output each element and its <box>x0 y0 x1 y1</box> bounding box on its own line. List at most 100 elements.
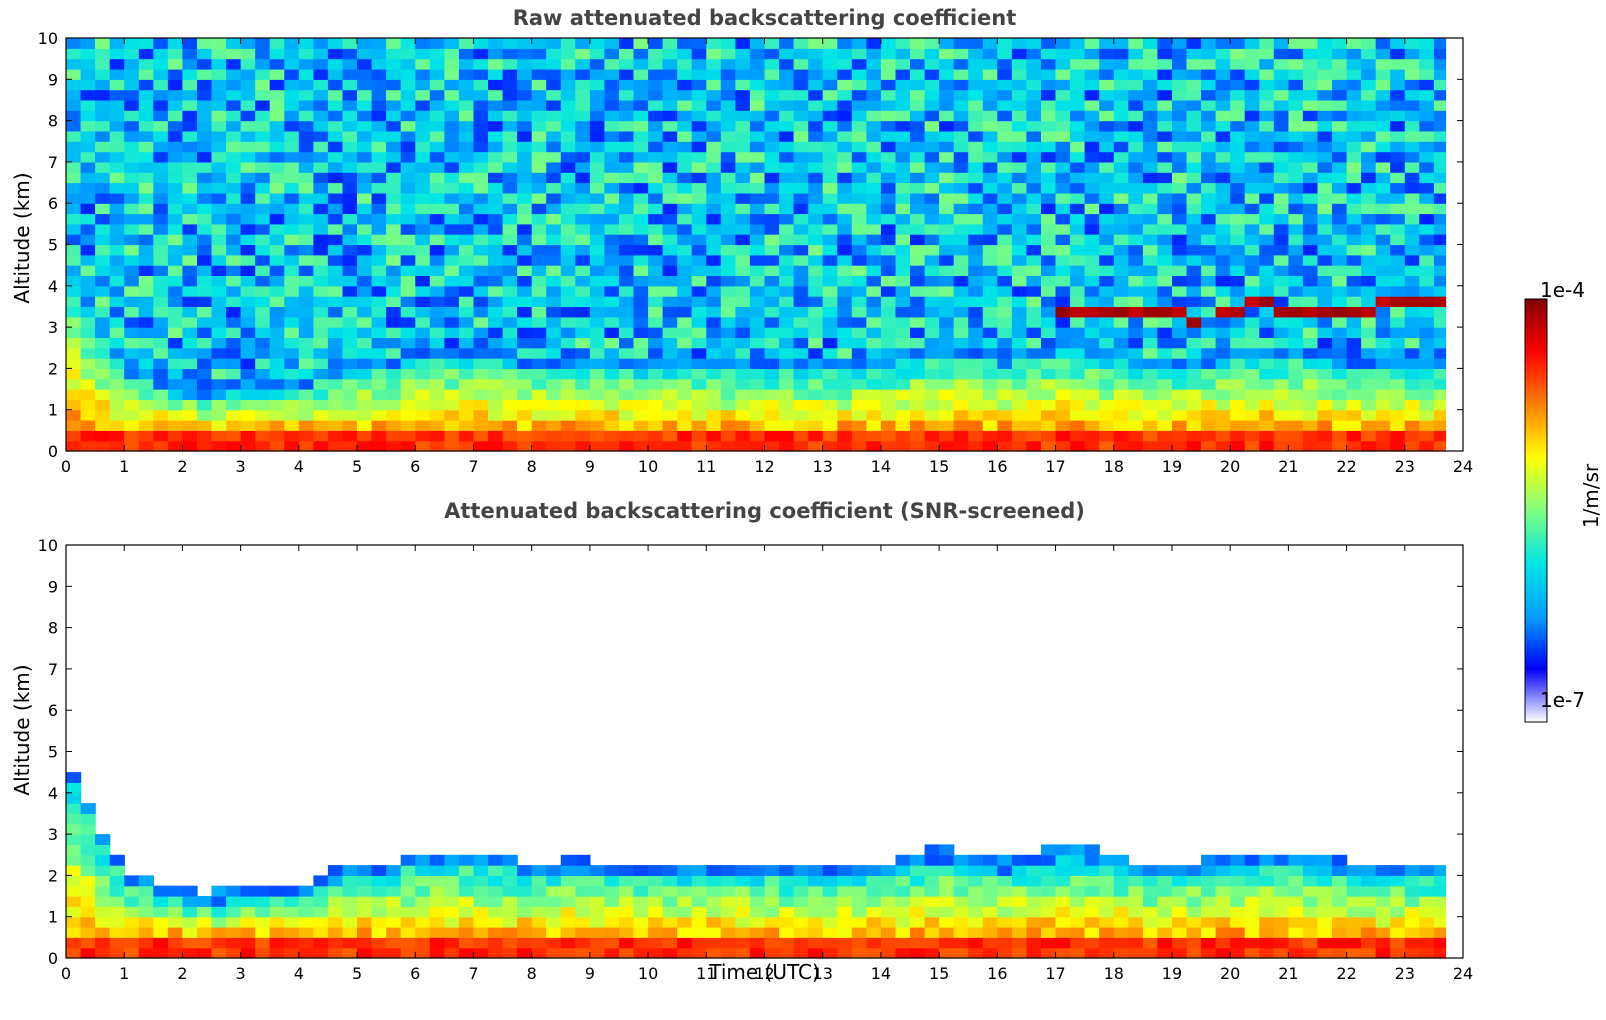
heatmap-cell <box>138 347 154 359</box>
heatmap-cell <box>1026 916 1042 928</box>
heatmap-cell <box>517 203 533 215</box>
heatmap-cell <box>517 409 533 421</box>
heatmap-cell <box>910 337 926 349</box>
heatmap-cell <box>1375 420 1391 431</box>
heatmap-cell <box>880 213 897 225</box>
heatmap-cell <box>182 254 198 266</box>
heatmap-cell <box>1317 265 1333 276</box>
heatmap-cell <box>749 420 766 431</box>
heatmap-cell <box>793 358 809 369</box>
heatmap-cell <box>691 358 707 369</box>
heatmap-cell <box>517 182 533 194</box>
heatmap-cell <box>1041 79 1057 91</box>
heatmap-cell <box>924 38 940 49</box>
heatmap-cell <box>327 430 344 442</box>
heatmap-cell <box>648 409 664 421</box>
heatmap-cell <box>1361 327 1377 338</box>
heatmap-cell <box>197 265 213 276</box>
heatmap-cell <box>1157 234 1173 246</box>
heatmap-cell <box>197 285 213 297</box>
heatmap-cell <box>182 120 198 132</box>
heatmap-cell <box>866 223 882 235</box>
heatmap-cell <box>138 192 154 204</box>
heatmap-cell <box>1099 182 1115 194</box>
heatmap-cell <box>691 368 707 380</box>
y-tick-label: 9 <box>48 70 58 89</box>
heatmap-cell <box>953 69 969 80</box>
heatmap-cell <box>1230 937 1246 949</box>
heatmap-cell <box>1142 254 1159 266</box>
heatmap-cell <box>779 99 795 111</box>
heatmap-cell <box>269 337 285 349</box>
heatmap-cell <box>1288 358 1304 369</box>
heatmap-cell <box>1259 79 1275 91</box>
heatmap-cell <box>910 79 926 91</box>
heatmap-cell <box>66 161 82 173</box>
heatmap-cell <box>1201 223 1217 235</box>
heatmap-cell <box>80 285 96 297</box>
heatmap-cell <box>473 430 489 442</box>
heatmap-cell <box>1419 430 1435 442</box>
heatmap-cell <box>808 99 824 111</box>
heatmap-cell <box>779 347 795 359</box>
heatmap-cell <box>400 937 416 949</box>
heatmap-cell <box>1011 399 1028 411</box>
heatmap-cell <box>80 38 96 49</box>
x-tick-label: 17 <box>1045 964 1065 983</box>
heatmap-cell <box>968 141 984 153</box>
heatmap-cell <box>619 306 635 318</box>
heatmap-cell <box>793 89 809 101</box>
heatmap-cell <box>95 89 111 101</box>
heatmap-cell <box>691 161 707 173</box>
heatmap-cell <box>691 69 707 80</box>
heatmap-cell <box>764 69 780 80</box>
heatmap-cell <box>910 213 926 225</box>
heatmap-cell <box>560 947 576 959</box>
heatmap-cell <box>444 141 460 153</box>
heatmap-cell <box>749 58 766 70</box>
heatmap-cell <box>138 430 154 442</box>
heatmap-cell <box>1201 906 1217 918</box>
heatmap-cell <box>1041 89 1057 101</box>
heatmap-cell <box>66 79 82 91</box>
heatmap-cell <box>371 99 387 111</box>
heatmap-cell <box>560 265 576 276</box>
heatmap-cell <box>793 172 809 184</box>
heatmap-cell <box>866 141 882 153</box>
x-tick-label: 5 <box>352 457 362 476</box>
heatmap-cell <box>939 151 955 163</box>
heatmap-cell <box>764 58 780 70</box>
heatmap-cell <box>313 151 329 163</box>
heatmap-cell <box>1244 389 1260 400</box>
heatmap-cell <box>1288 141 1304 153</box>
heatmap-cell <box>1273 79 1289 91</box>
heatmap-cell <box>386 48 402 60</box>
heatmap-cell <box>517 48 533 60</box>
heatmap-cell <box>1041 172 1057 184</box>
heatmap-cell <box>1259 420 1275 431</box>
heatmap-cell <box>488 347 504 359</box>
heatmap-cell <box>1070 347 1086 359</box>
heatmap-cell <box>255 203 271 215</box>
heatmap-cell <box>473 358 489 369</box>
heatmap-cell <box>619 58 635 70</box>
heatmap-cell <box>357 79 373 91</box>
heatmap-cell <box>982 223 998 235</box>
heatmap-cell <box>1215 182 1231 194</box>
heatmap-cell <box>619 130 635 142</box>
heatmap-cell <box>895 192 911 204</box>
heatmap-cell <box>371 58 387 70</box>
heatmap-cell <box>1302 906 1319 918</box>
heatmap-cell <box>458 927 475 938</box>
heatmap-cell <box>1361 89 1377 101</box>
heatmap-cell <box>793 161 809 173</box>
heatmap-cell <box>458 440 475 452</box>
heatmap-cell <box>458 192 475 204</box>
heatmap-cell <box>458 182 475 194</box>
heatmap-cell <box>269 120 285 132</box>
heatmap-cell <box>429 58 445 70</box>
heatmap-cell <box>924 69 940 80</box>
heatmap-cell <box>1041 906 1057 918</box>
heatmap-cell <box>1259 399 1275 411</box>
heatmap-cell <box>633 906 649 918</box>
